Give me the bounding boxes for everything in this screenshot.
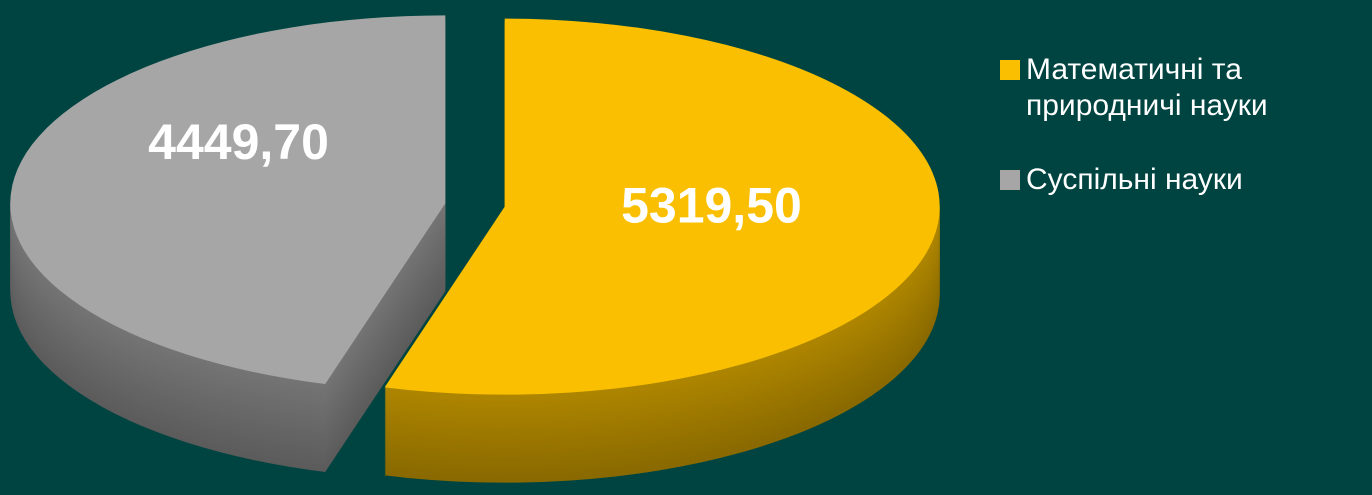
- legend-entry: Математичні та природничі науки: [1000, 52, 1330, 124]
- legend-label: Суспільні науки: [1026, 163, 1243, 196]
- legend-swatch: [1000, 60, 1020, 80]
- chart: 5319,50 4449,70: [10, 15, 940, 483]
- legend-entry: Суспільні науки: [1000, 162, 1330, 198]
- slice: [384, 18, 940, 395]
- data-label: 4449,70: [148, 114, 329, 170]
- data-label: 5319,50: [621, 177, 802, 233]
- legend-label: Математичні та природничі науки: [1026, 53, 1268, 122]
- legend-swatch: [1000, 170, 1020, 190]
- legend: Математичні та природничі науки Суспільні…: [1000, 52, 1330, 236]
- slice: [10, 15, 446, 385]
